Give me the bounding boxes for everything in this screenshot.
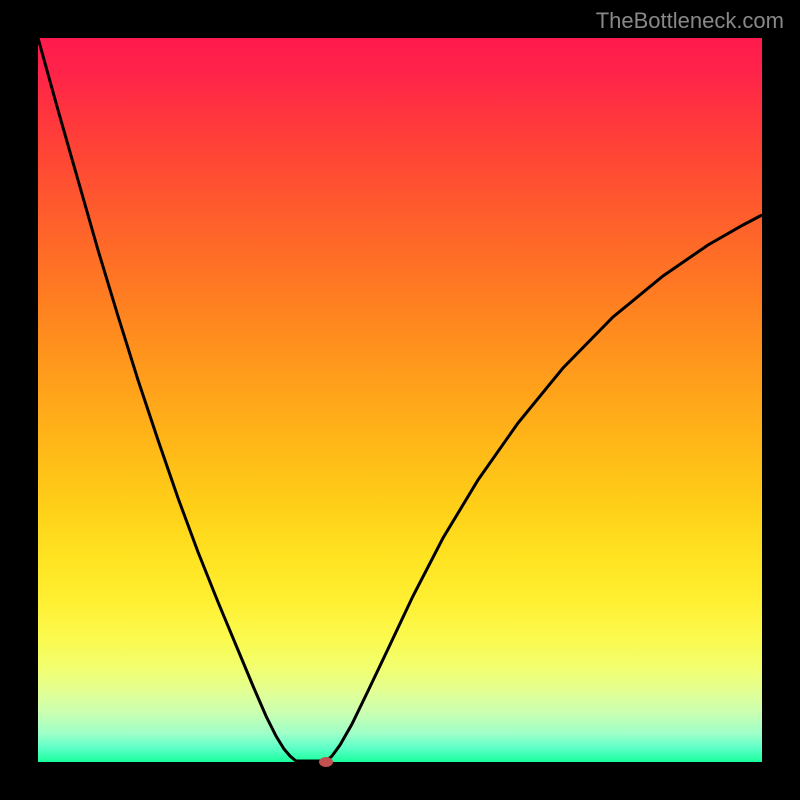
watermark-text: TheBottleneck.com: [596, 8, 784, 34]
chart-plot-area: [38, 38, 762, 762]
optimal-point-marker: [319, 757, 333, 767]
gradient-background: [38, 38, 762, 762]
